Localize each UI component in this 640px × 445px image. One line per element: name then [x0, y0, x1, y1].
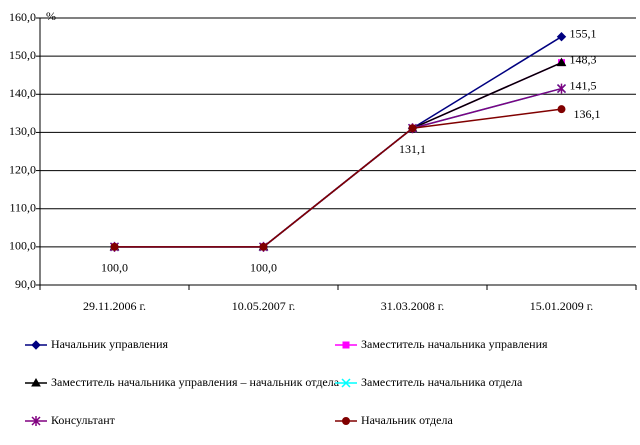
marker — [259, 242, 268, 251]
y-axis-label: % — [46, 9, 56, 23]
data-label: 136,1 — [574, 107, 601, 121]
marker — [342, 417, 350, 425]
x-tick-label: 29.11.2006 г. — [83, 299, 146, 313]
marker — [31, 377, 41, 387]
data-label: 141,5 — [570, 78, 597, 92]
data-label: 131,1 — [399, 142, 426, 156]
legend-item: Консультант — [25, 413, 116, 427]
y-tick-label: 150,0 — [9, 48, 36, 62]
legend-item: Заместитель начальника отдела — [335, 375, 523, 389]
marker — [31, 416, 41, 426]
legend-label: Заместитель начальника отдела — [361, 375, 523, 389]
data-label: 100,0 — [250, 261, 277, 275]
legend-label: Заместитель начальника управления — [361, 337, 548, 351]
series-line — [114, 36, 562, 248]
y-tick-label: 120,0 — [9, 162, 36, 176]
y-tick-label: 160,0 — [9, 10, 36, 24]
marker — [556, 57, 567, 67]
legend-item: Начальник отдела — [335, 413, 453, 427]
series-line — [114, 87, 562, 248]
x-tick-label: 31.03.2008 г. — [381, 299, 445, 313]
y-tick-label: 90,0 — [15, 277, 36, 291]
y-tick-label: 140,0 — [9, 86, 36, 100]
marker — [556, 31, 567, 42]
data-label: 148,3 — [570, 52, 597, 66]
x-tick-label: 15.01.2009 г. — [530, 299, 594, 313]
series-line — [114, 108, 562, 248]
legend-item: Заместитель начальника управления — [335, 337, 548, 351]
series-line — [114, 61, 562, 248]
marker — [31, 340, 41, 350]
legend-label: Начальник управления — [51, 337, 169, 351]
y-tick-label: 130,0 — [9, 124, 36, 138]
legend-label: Консультант — [51, 413, 116, 427]
marker — [342, 341, 350, 349]
y-tick-label: 110,0 — [9, 200, 36, 214]
series-line — [114, 87, 562, 248]
legend-item: Начальник управления — [25, 337, 169, 351]
marker — [408, 124, 417, 133]
marker — [110, 242, 119, 251]
marker — [557, 105, 566, 114]
series-line — [114, 61, 562, 248]
legend-label: Начальник отдела — [361, 413, 453, 427]
marker — [341, 378, 351, 388]
marker — [556, 83, 567, 94]
data-label: 100,0 — [101, 261, 128, 275]
y-tick-label: 100,0 — [9, 239, 36, 253]
x-tick-label: 10.05.2007 г. — [232, 299, 296, 313]
data-label: 155,1 — [570, 26, 597, 40]
legend-label: Заместитель начальника управления – нача… — [51, 375, 340, 389]
legend-item: Заместитель начальника управления – нача… — [25, 375, 340, 389]
